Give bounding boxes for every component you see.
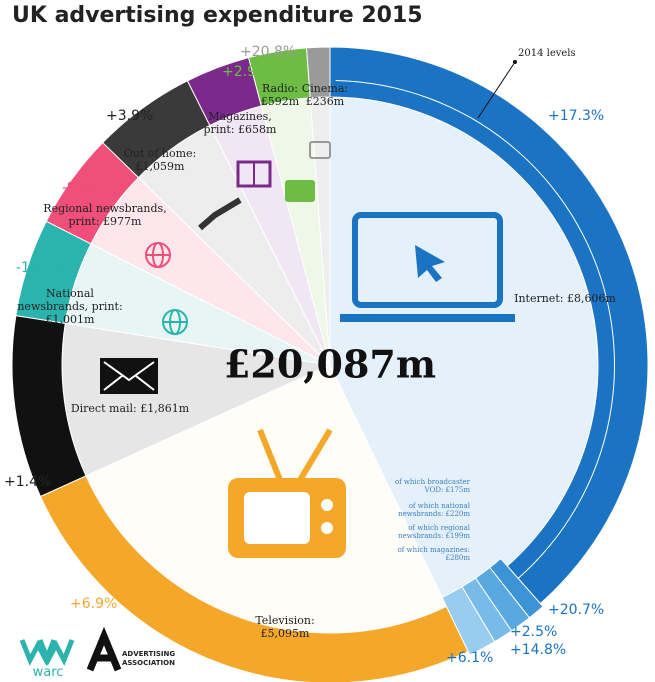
slice-label: Internet: £8,606m — [514, 292, 616, 305]
subsegment-label: of which broadcaster VOD: £175m — [394, 478, 470, 494]
change-label: +17.3% — [548, 108, 605, 124]
source-logo: warc — [33, 665, 64, 680]
warc-logo — [19, 626, 122, 672]
subsegment-change: +20.7% — [548, 602, 605, 618]
change-label: +1.4% — [4, 474, 52, 490]
slice-band — [306, 46, 331, 99]
change-label: +20.8% — [240, 44, 297, 60]
misc-icons — [198, 141, 331, 231]
total-label: £20,087m — [224, 342, 436, 387]
annotation-dot — [513, 60, 517, 64]
subsegment-label: of which national newsbrands: £220m — [398, 502, 470, 518]
slice-label: Out of home: £1,059m — [123, 147, 197, 173]
subsegment-change: +2.5% — [510, 624, 558, 640]
slice-label: Radio: £592m — [260, 82, 300, 108]
slice-label: Television: £5,095m — [255, 614, 315, 640]
change-label: -13.4% — [16, 260, 66, 276]
subsegment-label: of which regional newsbrands: £199m — [398, 524, 470, 540]
change-label: +2.9% — [222, 64, 270, 80]
source-logo: ADVERTISING ASSOCIATION — [122, 650, 176, 667]
slice-label: Direct mail: £1,861m — [70, 402, 190, 415]
change-label: +6.9% — [70, 596, 118, 612]
change-label: -9.3% — [196, 86, 237, 102]
slice-label: National newsbrands, print: £1,001m — [17, 287, 123, 326]
change-label: -9.5% — [62, 180, 103, 196]
subsegment-change: +6.1% — [446, 650, 494, 666]
chart-title: UK advertising expenditure 2015 — [12, 3, 423, 28]
globe-icons — [145, 242, 188, 335]
annotation-pointer — [477, 61, 516, 119]
laptop-icon — [340, 212, 515, 322]
change-label: +3.9% — [106, 108, 154, 124]
annotation: 2014 levels — [518, 48, 576, 59]
subsegment-label: of which magazines: £280m — [397, 546, 470, 562]
envelope-icon — [100, 358, 158, 394]
slice-label: Magazines, print: £658m — [203, 110, 277, 136]
slice-label: Regional newsbrands, print: £977m — [43, 202, 167, 228]
slice-label: Cinema: £236m — [301, 82, 349, 108]
subsegment — [441, 586, 496, 656]
subsegment-change: +14.8% — [510, 642, 567, 658]
tv-icon — [228, 428, 346, 558]
